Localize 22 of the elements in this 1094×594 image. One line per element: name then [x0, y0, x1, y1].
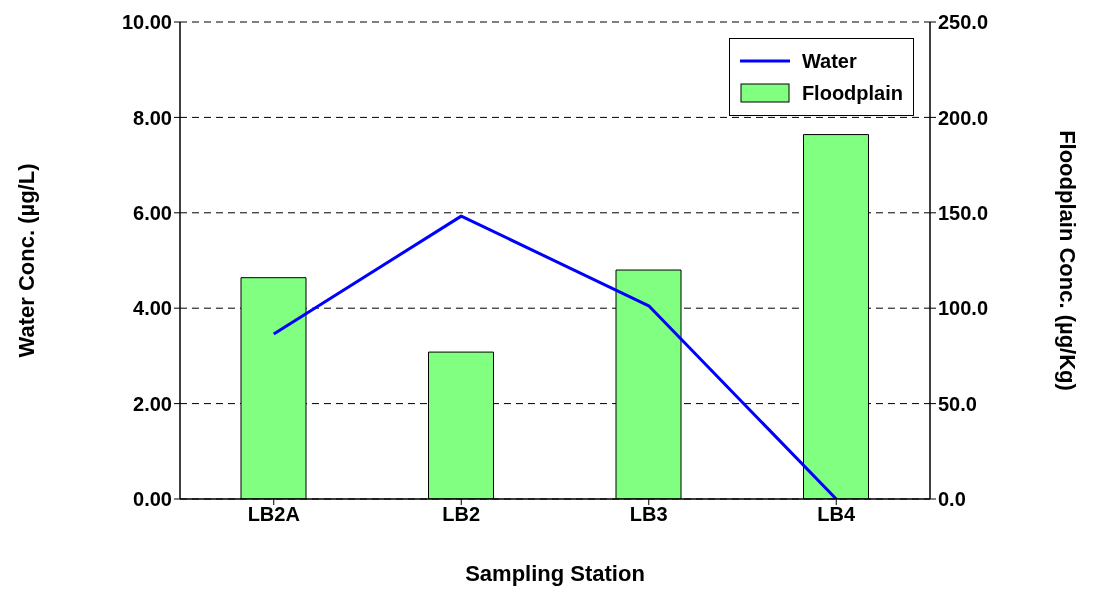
line-series [272, 214, 838, 499]
legend-label: Floodplain [801, 81, 903, 105]
y2-tick-label: 150.0 [938, 201, 989, 224]
x-axis-title: Sampling Station [465, 561, 645, 586]
x-tick-label: LB4 [817, 503, 857, 526]
x-tick-label: LB2 [442, 503, 481, 526]
y2-tick-label: 100.0 [938, 297, 989, 320]
legend-label: Water [801, 49, 857, 73]
y2-tick-label: 0.0 [938, 488, 966, 511]
y-tick-label: 8.00 [133, 106, 172, 129]
y-tick-label: 2.00 [133, 392, 172, 415]
y-tick-label: 6.00 [133, 201, 172, 224]
x-tick-label: LB2A [247, 503, 300, 526]
y2-axis-title: Floodplain Conc. (µg/Kg) [1055, 130, 1081, 391]
y2-tick-label: 50.0 [938, 392, 977, 415]
y-axis-title: Water Conc. (µg/L) [13, 163, 39, 358]
y-tick-label: 0.00 [133, 488, 172, 511]
y-tick-label: 10.00 [121, 11, 172, 34]
y-tick-label: 4.00 [133, 297, 172, 320]
x-tick-label: LB3 [629, 503, 668, 526]
y2-tick-label: 250.0 [938, 11, 989, 34]
y2-tick-label: 200.0 [938, 106, 989, 129]
